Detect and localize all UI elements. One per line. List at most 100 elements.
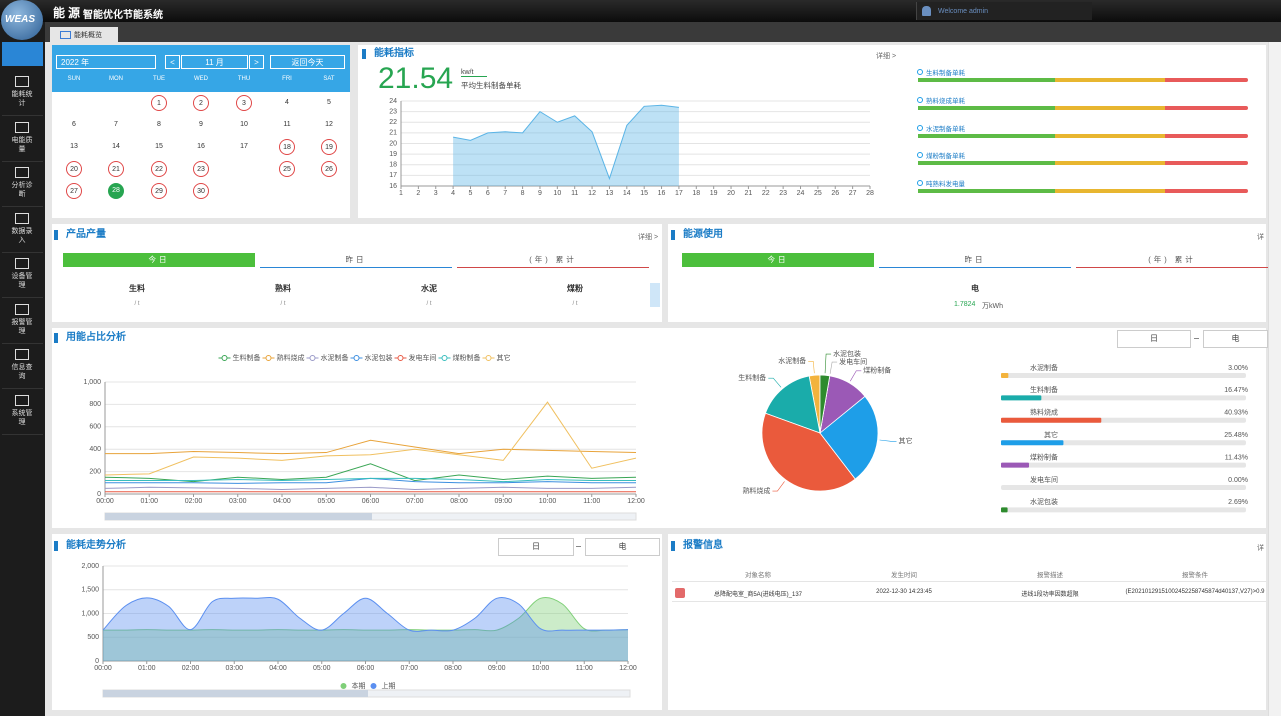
indicator-label: 熟料烧成单耗	[926, 97, 965, 105]
big-label: 平均生料制备单耗	[461, 81, 521, 90]
column-header: 发生时间	[891, 572, 917, 579]
more-link[interactable]: 详	[1257, 234, 1264, 241]
calendar-day[interactable]: 11	[283, 121, 291, 128]
range-warn	[1055, 133, 1165, 138]
item-unit: / t	[572, 301, 578, 307]
calendar-day[interactable]: 20	[66, 161, 82, 177]
calendar-day[interactable]: 21	[108, 161, 124, 177]
indicator-dot	[917, 96, 923, 103]
energy-select[interactable]: 电	[585, 538, 660, 556]
scrollbar[interactable]	[1268, 42, 1281, 716]
tab-button[interactable]: (年) 累计	[457, 253, 649, 268]
more-link[interactable]: 详	[1257, 545, 1264, 552]
range-bad	[1165, 105, 1248, 110]
alarm-cell: (E20210129151002452258745874d40137,V27)>…	[1125, 589, 1265, 595]
big-unit: kw/t	[461, 69, 488, 77]
calendar-day[interactable]: 1	[151, 95, 167, 111]
menu-item[interactable]	[2, 253, 43, 298]
calendar-day[interactable]: 5	[327, 99, 331, 106]
menu-item[interactable]	[2, 299, 43, 344]
weekday: TUE	[153, 76, 165, 82]
menu-item[interactable]	[2, 208, 43, 253]
calendar-day[interactable]: 22	[151, 161, 167, 177]
calendar-day[interactable]: 17	[240, 143, 248, 150]
item-name: 生料	[129, 284, 145, 293]
range-bad	[1165, 189, 1248, 194]
calendar-day[interactable]: 23	[193, 161, 209, 177]
tab-button[interactable]: 今日	[63, 253, 255, 267]
next-month[interactable]: >	[249, 55, 264, 69]
panel-title: 能源使用	[671, 230, 723, 240]
calendar-day[interactable]: 27	[66, 183, 82, 199]
calendar-day[interactable]: 29	[151, 183, 167, 199]
tab-button[interactable]: 昨日	[260, 253, 452, 268]
energy-select[interactable]: 电	[1203, 330, 1268, 348]
calendar-day[interactable]: 7	[114, 121, 118, 128]
calendar-day[interactable]: 8	[157, 121, 161, 128]
panel-title: 产品产量	[54, 230, 106, 240]
sidebar-home[interactable]	[2, 42, 43, 66]
calendar-day[interactable]: 3	[236, 95, 252, 111]
menu-icon	[15, 167, 29, 178]
production-panel	[52, 224, 662, 322]
range-good	[918, 133, 1055, 138]
weekday: MON	[109, 76, 123, 82]
indicator-label: 生料制备单耗	[926, 70, 965, 77]
calendar-day[interactable]: 30	[193, 183, 209, 199]
menu-icon	[15, 349, 29, 360]
calendar-day[interactable]: 13	[70, 143, 78, 150]
menu-item[interactable]	[2, 344, 43, 389]
more-link[interactable]: 详细 >	[876, 53, 897, 60]
more-link[interactable]: 详细 >	[638, 234, 659, 241]
calendar-day[interactable]: 19	[321, 139, 337, 155]
item-value: 1.7824	[954, 301, 976, 308]
tab-bar	[45, 22, 1281, 42]
calendar-day[interactable]: 6	[72, 121, 76, 128]
period-select[interactable]: 日	[498, 538, 574, 556]
calendar-day[interactable]: 9	[199, 121, 203, 128]
weekday: SUN	[67, 76, 81, 82]
column-header: 报警描述	[1037, 572, 1063, 579]
indicator-dot	[917, 180, 923, 187]
scroll-button[interactable]	[650, 283, 660, 307]
item-unit: / t	[426, 301, 432, 307]
month-select[interactable]: 11 月	[181, 55, 248, 69]
calendar-day[interactable]: 15	[155, 143, 163, 150]
tab-button[interactable]: 今日	[682, 253, 874, 267]
alarm-cell: 总降配电室_商5A(进线电压)_137	[713, 592, 803, 598]
calendar-day[interactable]: 12	[325, 121, 333, 128]
trend-panel	[52, 534, 662, 710]
alarm-icon[interactable]	[675, 588, 685, 598]
calendar-day[interactable]: 10	[240, 121, 248, 128]
calendar-day[interactable]: 2	[193, 95, 209, 111]
weekday: THU	[237, 76, 251, 82]
logo	[1, 0, 43, 40]
calendar-day[interactable]: 28	[108, 183, 124, 199]
menu-item[interactable]	[2, 71, 43, 116]
calendar-day[interactable]: 26	[321, 161, 337, 177]
menu-item[interactable]	[2, 390, 43, 435]
tab-button[interactable]: (年) 累计	[1076, 253, 1268, 268]
menu-item[interactable]	[2, 162, 43, 207]
brand: 能源	[53, 6, 84, 20]
prev-month[interactable]: <	[165, 55, 180, 69]
menu-icon	[15, 394, 29, 406]
calendar-day[interactable]: 16	[197, 143, 205, 150]
year-select[interactable]: 2022 年	[56, 55, 156, 69]
alarm-cell: 2022-12-30 14:23:45	[876, 589, 932, 595]
item-unit: / t	[134, 301, 140, 307]
tab-button[interactable]: 昨日	[879, 253, 1071, 268]
welcome[interactable]: Welcome admin	[938, 8, 989, 15]
calendar-day[interactable]: 14	[112, 143, 120, 150]
calendar-day[interactable]: 25	[279, 161, 295, 177]
menu-item[interactable]	[2, 117, 43, 162]
menu-icon	[15, 121, 29, 133]
period-select[interactable]: 日	[1117, 330, 1191, 348]
today-button[interactable]: 返回今天	[270, 55, 345, 69]
range-bad	[1165, 133, 1248, 138]
column-header: 对象名称	[745, 572, 771, 579]
calendar-day[interactable]: 4	[285, 99, 289, 106]
indicator-dot	[917, 152, 923, 159]
calendar-day[interactable]: 18	[279, 139, 295, 155]
